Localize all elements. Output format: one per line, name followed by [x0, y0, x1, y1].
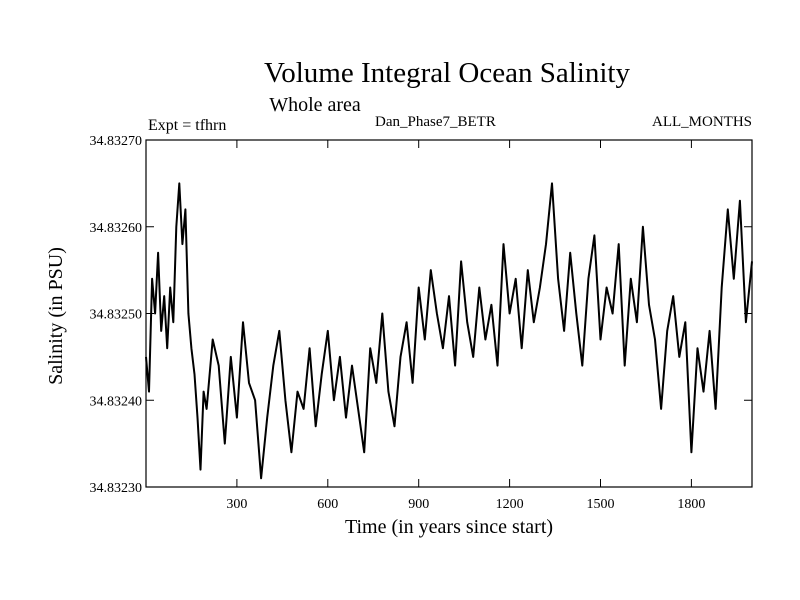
y-tick-label: 34.83230	[90, 481, 143, 496]
chart-subtitle: Whole area	[269, 94, 361, 116]
y-tick-label: 34.83260	[90, 221, 143, 236]
period-label: ALL_MONTHS	[652, 114, 752, 130]
run-label: Dan_Phase7_BETR	[375, 114, 496, 130]
x-tick-label: 600	[317, 497, 338, 512]
x-tick-label: 300	[226, 497, 247, 512]
y-axis-label: Salinity (in PSU)	[45, 247, 67, 385]
y-axis: 34.83230 34.83240 34.83250 34.83260 34.83270	[90, 134, 752, 496]
experiment-label: Expt = tfhrn	[148, 117, 226, 134]
y-tick-label: 34.83270	[90, 134, 143, 149]
x-tick-label: 900	[408, 497, 429, 512]
plot-frame	[145, 139, 753, 488]
chart-title: Volume Integral Ocean Salinity	[264, 57, 630, 89]
x-tick-label: 1500	[587, 497, 615, 512]
x-axis: 300 600 900 1200 1500 1800	[226, 140, 705, 512]
y-tick-label: 34.83250	[90, 308, 143, 323]
y-tick-label: 34.83240	[90, 394, 143, 409]
salinity-series-line	[145, 182, 753, 480]
x-tick-label: 1200	[496, 497, 524, 512]
x-axis-label: Time (in years since start)	[345, 516, 553, 538]
x-tick-label: 1800	[677, 497, 705, 512]
